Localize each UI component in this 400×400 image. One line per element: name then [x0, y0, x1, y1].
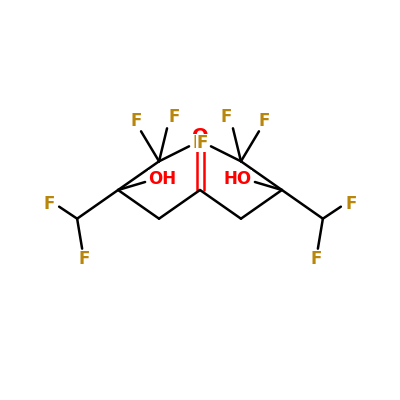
Text: HO: HO	[224, 170, 252, 188]
Text: F: F	[310, 250, 322, 268]
Text: F: F	[196, 134, 208, 152]
Text: F: F	[44, 195, 55, 213]
Text: F: F	[192, 134, 204, 152]
Text: F: F	[345, 195, 356, 213]
Text: O: O	[192, 126, 208, 146]
Text: F: F	[220, 108, 232, 126]
Text: F: F	[258, 112, 270, 130]
Text: OH: OH	[148, 170, 176, 188]
Text: F: F	[168, 108, 180, 126]
Text: F: F	[130, 112, 142, 130]
Text: F: F	[78, 250, 90, 268]
